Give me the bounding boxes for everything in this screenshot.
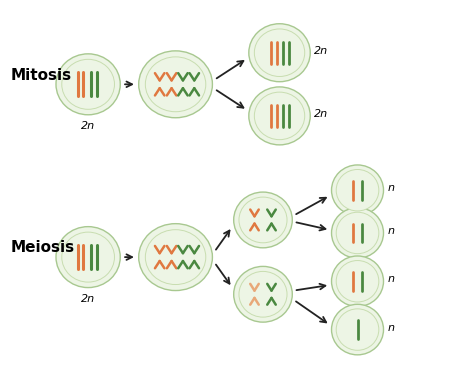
Ellipse shape bbox=[336, 212, 379, 254]
Ellipse shape bbox=[249, 24, 310, 82]
Ellipse shape bbox=[139, 51, 212, 118]
Ellipse shape bbox=[146, 230, 206, 285]
Ellipse shape bbox=[336, 309, 379, 350]
Ellipse shape bbox=[255, 29, 305, 76]
Ellipse shape bbox=[56, 54, 120, 115]
Ellipse shape bbox=[62, 59, 115, 109]
Text: 2n: 2n bbox=[314, 109, 328, 119]
Ellipse shape bbox=[234, 266, 292, 322]
Ellipse shape bbox=[331, 304, 383, 355]
Text: 2n: 2n bbox=[314, 46, 328, 56]
Ellipse shape bbox=[255, 92, 305, 140]
Ellipse shape bbox=[234, 192, 292, 248]
Text: Meiosis: Meiosis bbox=[10, 240, 74, 255]
Text: n: n bbox=[387, 184, 394, 193]
Ellipse shape bbox=[62, 232, 115, 282]
Text: Mitosis: Mitosis bbox=[10, 68, 71, 82]
Ellipse shape bbox=[146, 57, 206, 112]
Text: n: n bbox=[387, 323, 394, 333]
Ellipse shape bbox=[249, 87, 310, 145]
Text: 2n: 2n bbox=[81, 294, 95, 304]
Ellipse shape bbox=[56, 227, 120, 288]
Ellipse shape bbox=[331, 165, 383, 216]
Ellipse shape bbox=[331, 208, 383, 258]
Ellipse shape bbox=[239, 272, 287, 317]
Text: n: n bbox=[387, 226, 394, 236]
Ellipse shape bbox=[331, 256, 383, 307]
Ellipse shape bbox=[239, 197, 287, 243]
Text: 2n: 2n bbox=[81, 121, 95, 131]
Ellipse shape bbox=[139, 224, 212, 291]
Ellipse shape bbox=[336, 260, 379, 302]
Ellipse shape bbox=[336, 169, 379, 211]
Text: n: n bbox=[387, 275, 394, 284]
